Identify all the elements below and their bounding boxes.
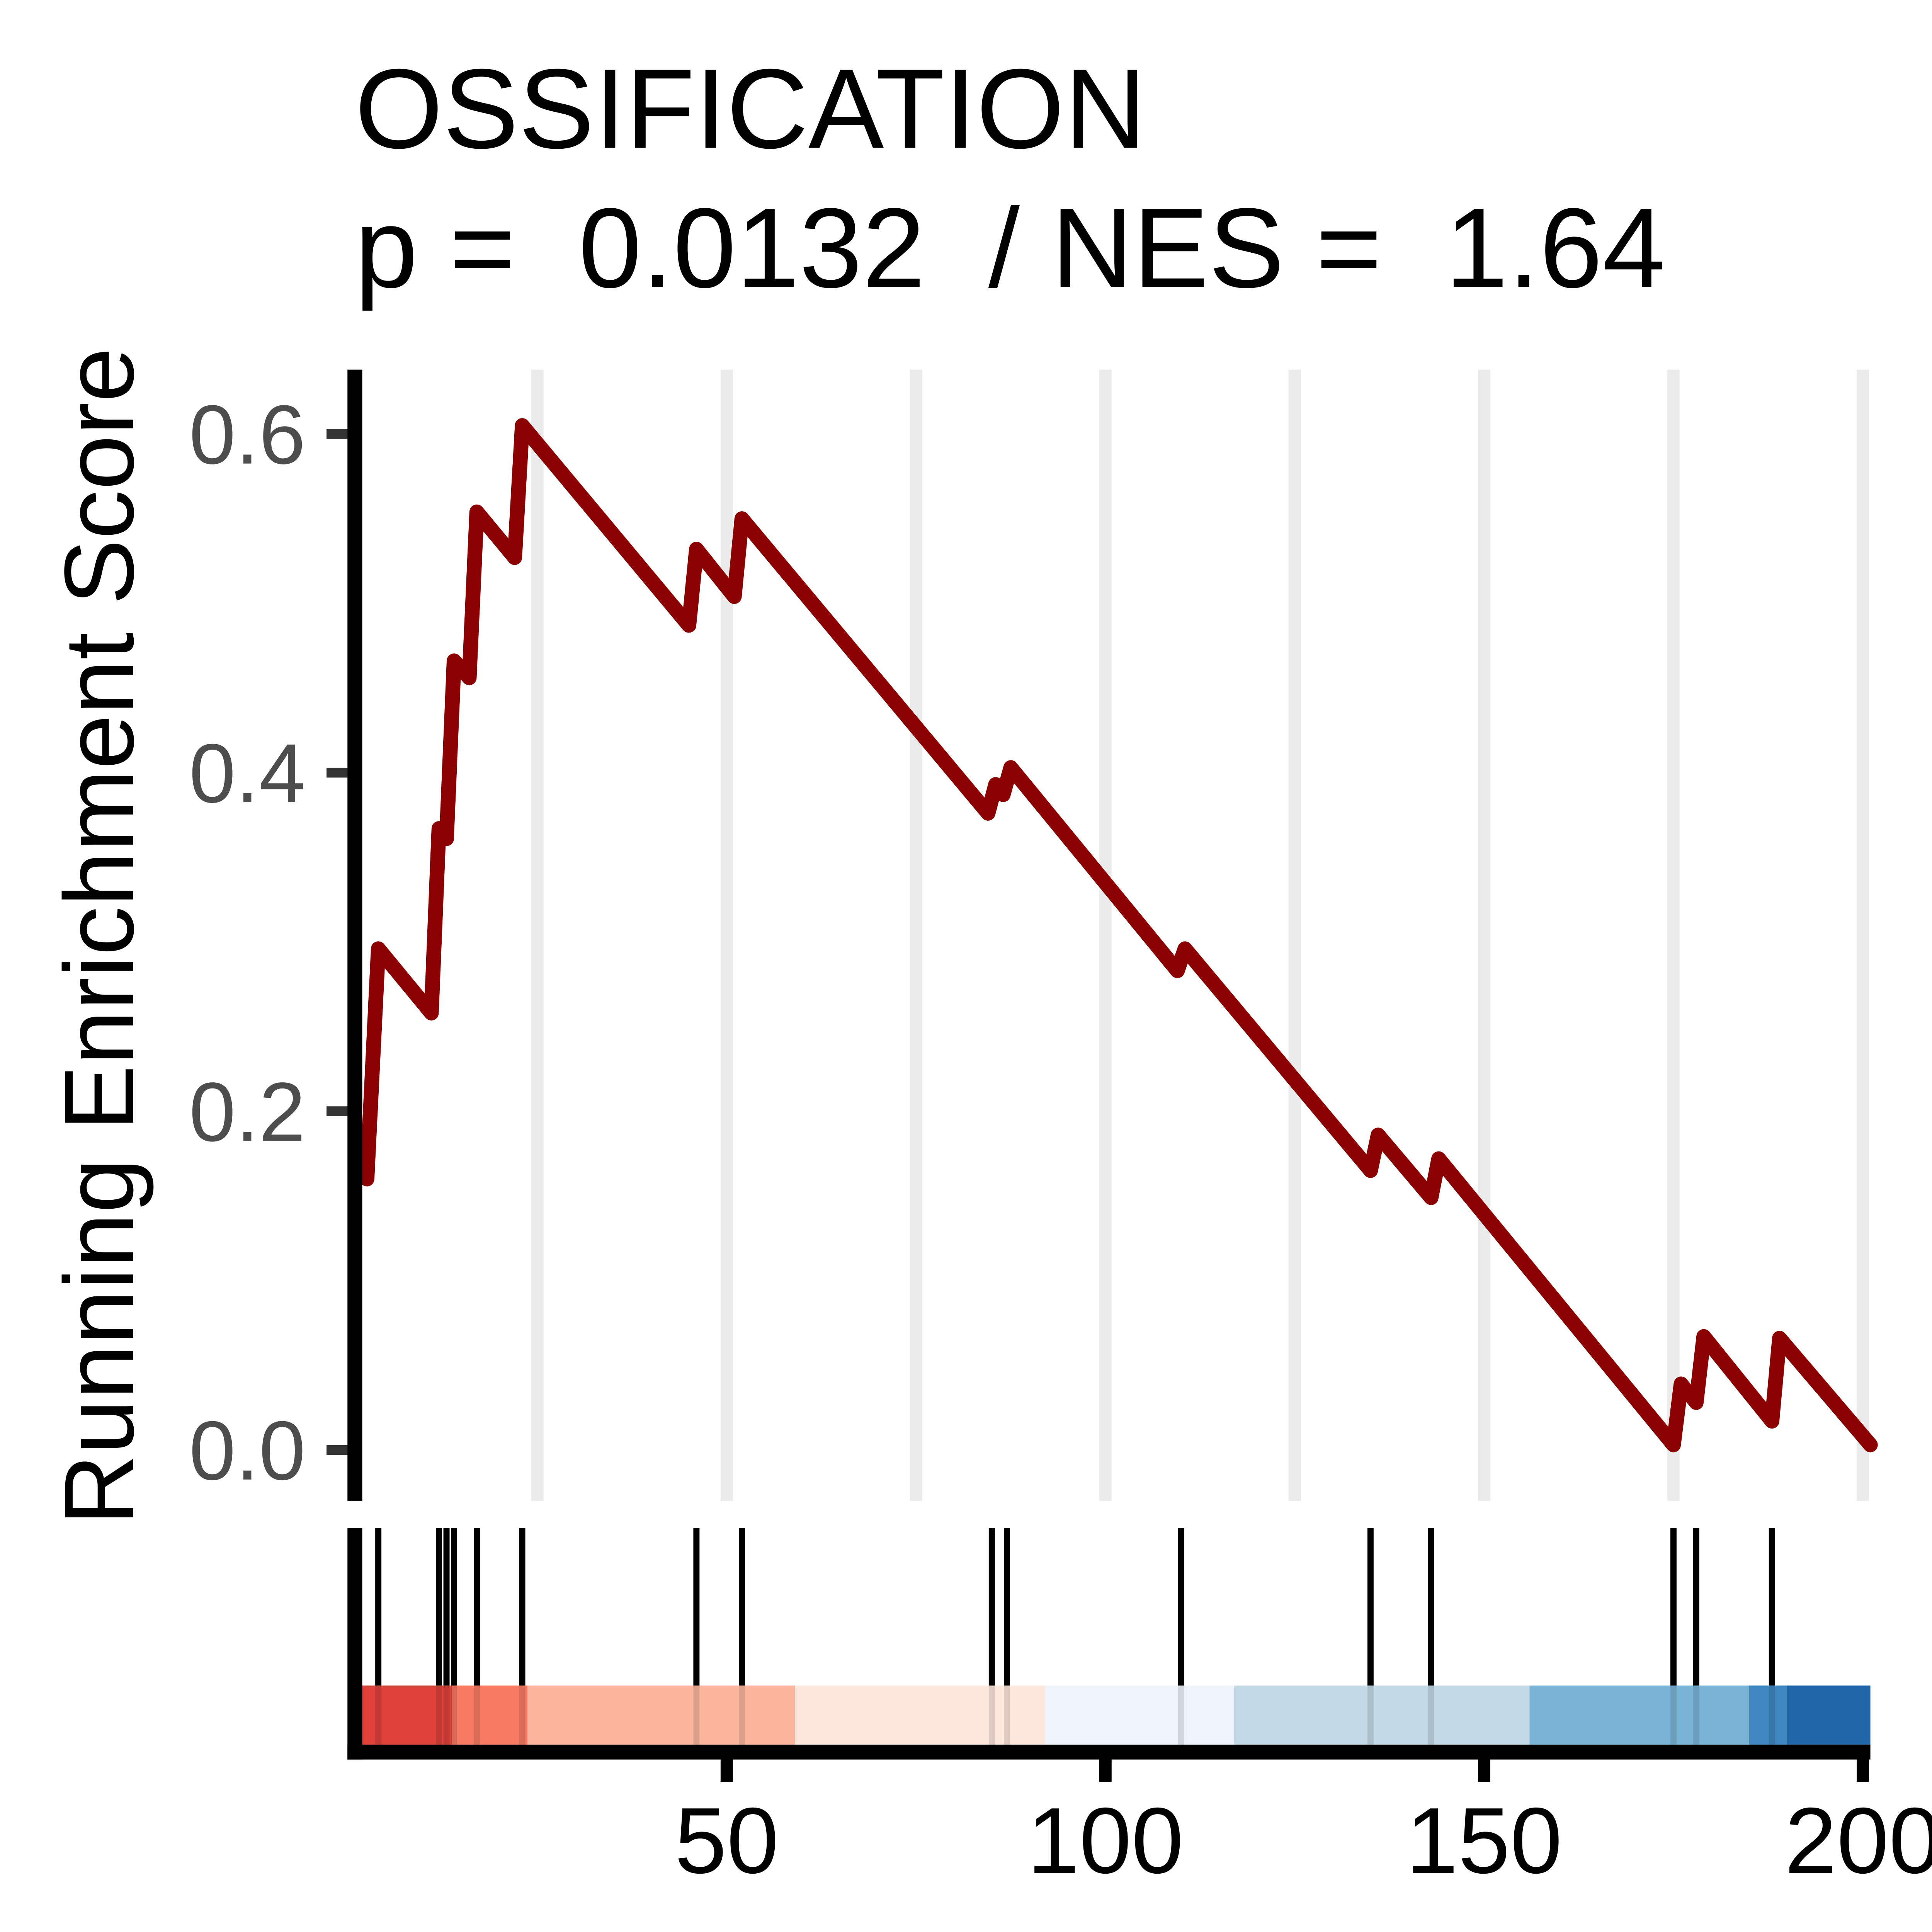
rank-color-segment bbox=[795, 1685, 1045, 1747]
y-tick-label: 0.0 bbox=[189, 1404, 305, 1497]
y-tick-label: 0.2 bbox=[189, 1065, 305, 1159]
y-axis-label: Running Enrichment Score bbox=[44, 347, 154, 1526]
rank-color-segment bbox=[1749, 1685, 1787, 1747]
rank-color-segment bbox=[452, 1685, 528, 1747]
chart-title: OSSIFICATION bbox=[355, 46, 1146, 172]
y-tick-label: 0.6 bbox=[189, 388, 305, 481]
rank-color-segment bbox=[1787, 1685, 1871, 1747]
chart-subtitle: p = 0.0132 / NES = 1.64 bbox=[355, 185, 1665, 312]
rank-color-segment bbox=[1045, 1685, 1235, 1747]
rank-color-segment bbox=[1529, 1685, 1749, 1747]
rank-color-segment bbox=[1234, 1685, 1530, 1747]
x-tick-label: 50 bbox=[675, 1789, 779, 1893]
rank-color-segment bbox=[527, 1685, 795, 1747]
y-tick-label: 0.4 bbox=[189, 726, 305, 820]
rank-color-segment bbox=[361, 1685, 452, 1747]
enrichment-line bbox=[359, 418, 1878, 1452]
x-tick-label: 100 bbox=[1027, 1789, 1184, 1893]
x-tick-label: 200 bbox=[1785, 1789, 1932, 1893]
x-tick-label: 150 bbox=[1406, 1789, 1562, 1893]
